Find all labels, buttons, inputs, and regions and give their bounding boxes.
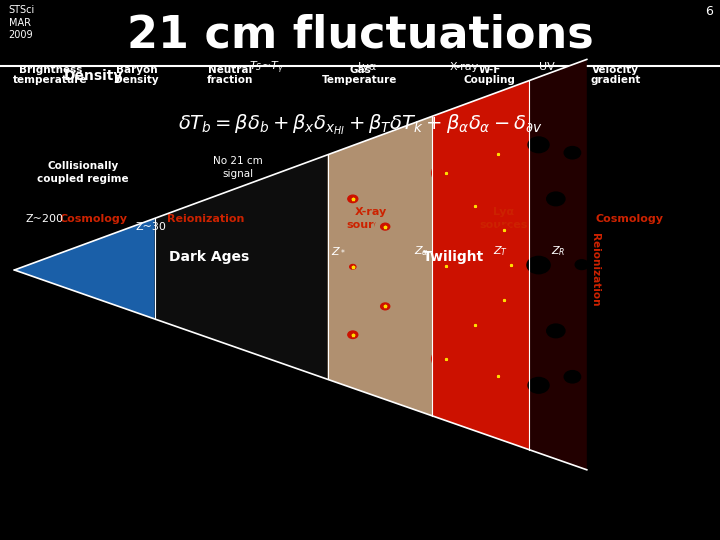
Text: Lyα: Lyα xyxy=(358,63,377,72)
Text: $Z_*$: $Z_*$ xyxy=(331,246,346,256)
Circle shape xyxy=(527,256,550,274)
Text: Density: Density xyxy=(114,75,159,85)
Circle shape xyxy=(498,226,510,235)
Text: Z~200: Z~200 xyxy=(25,214,63,224)
Circle shape xyxy=(528,137,549,153)
Text: STSci
MAR
2009: STSci MAR 2009 xyxy=(9,5,35,40)
Text: Temperature: Temperature xyxy=(323,75,397,85)
Text: Velocity: Velocity xyxy=(592,64,639,75)
Polygon shape xyxy=(529,59,587,470)
Text: 6: 6 xyxy=(705,5,713,18)
Text: $Z_R$: $Z_R$ xyxy=(551,244,565,258)
Text: Baryon: Baryon xyxy=(116,64,158,75)
Text: temperature: temperature xyxy=(13,75,88,85)
Text: Brightness: Brightness xyxy=(19,64,82,75)
Circle shape xyxy=(575,260,588,269)
Text: Lyα
sources: Lyα sources xyxy=(480,207,528,230)
Polygon shape xyxy=(155,155,328,379)
Text: Collisionally
coupled regime: Collisionally coupled regime xyxy=(37,161,129,184)
Circle shape xyxy=(348,195,358,202)
Circle shape xyxy=(564,370,580,383)
Text: Gas: Gas xyxy=(349,64,371,75)
Text: $\delta T_b = \beta \delta_b + \beta_x \delta_{x_{HI}} + \beta_T \delta T_k + \b: $\delta T_b = \beta \delta_b + \beta_x \… xyxy=(178,112,542,137)
Circle shape xyxy=(528,377,549,393)
Text: Twilight: Twilight xyxy=(423,249,485,264)
Polygon shape xyxy=(432,80,529,450)
Circle shape xyxy=(341,191,364,207)
Text: Z~30: Z~30 xyxy=(136,222,166,232)
Text: fraction: fraction xyxy=(207,75,253,85)
Text: Cosmology: Cosmology xyxy=(60,214,127,224)
Circle shape xyxy=(498,296,510,305)
Text: gradient: gradient xyxy=(590,75,641,85)
Circle shape xyxy=(546,192,565,206)
Text: X-ray: X-ray xyxy=(450,63,479,72)
Circle shape xyxy=(488,147,508,162)
Circle shape xyxy=(350,265,356,269)
Circle shape xyxy=(564,146,580,159)
Text: Reionization: Reionization xyxy=(590,233,600,307)
Text: Cosmology: Cosmology xyxy=(596,214,664,224)
Circle shape xyxy=(381,223,390,230)
Circle shape xyxy=(433,256,460,276)
Circle shape xyxy=(341,326,364,343)
Text: Dark Ages: Dark Ages xyxy=(168,249,249,264)
Circle shape xyxy=(503,259,520,272)
Circle shape xyxy=(488,369,508,384)
Circle shape xyxy=(381,303,390,310)
Text: UV: UV xyxy=(539,63,555,72)
Circle shape xyxy=(463,316,487,335)
Polygon shape xyxy=(328,116,432,416)
Circle shape xyxy=(546,324,565,338)
Text: X-ray
sources: X-ray sources xyxy=(346,207,395,230)
Text: W-F: W-F xyxy=(478,64,501,75)
Text: 21 cm fluctuations: 21 cm fluctuations xyxy=(127,14,593,57)
Text: $Z_T$: $Z_T$ xyxy=(493,244,508,258)
Text: $T_S$~$T_\gamma$: $T_S$~$T_\gamma$ xyxy=(249,59,284,76)
Circle shape xyxy=(375,219,395,234)
Circle shape xyxy=(431,162,462,184)
Circle shape xyxy=(375,299,395,314)
Polygon shape xyxy=(14,218,155,319)
Text: Reionization: Reionization xyxy=(166,214,244,224)
Circle shape xyxy=(348,331,358,339)
Text: Coupling: Coupling xyxy=(464,75,516,85)
Text: Density: Density xyxy=(64,69,123,83)
Circle shape xyxy=(463,197,487,215)
Circle shape xyxy=(431,348,462,370)
Text: No 21 cm
signal: No 21 cm signal xyxy=(212,156,263,179)
Text: $Z_\alpha$: $Z_\alpha$ xyxy=(414,244,428,258)
Text: Neutral: Neutral xyxy=(208,64,253,75)
Circle shape xyxy=(346,261,360,272)
